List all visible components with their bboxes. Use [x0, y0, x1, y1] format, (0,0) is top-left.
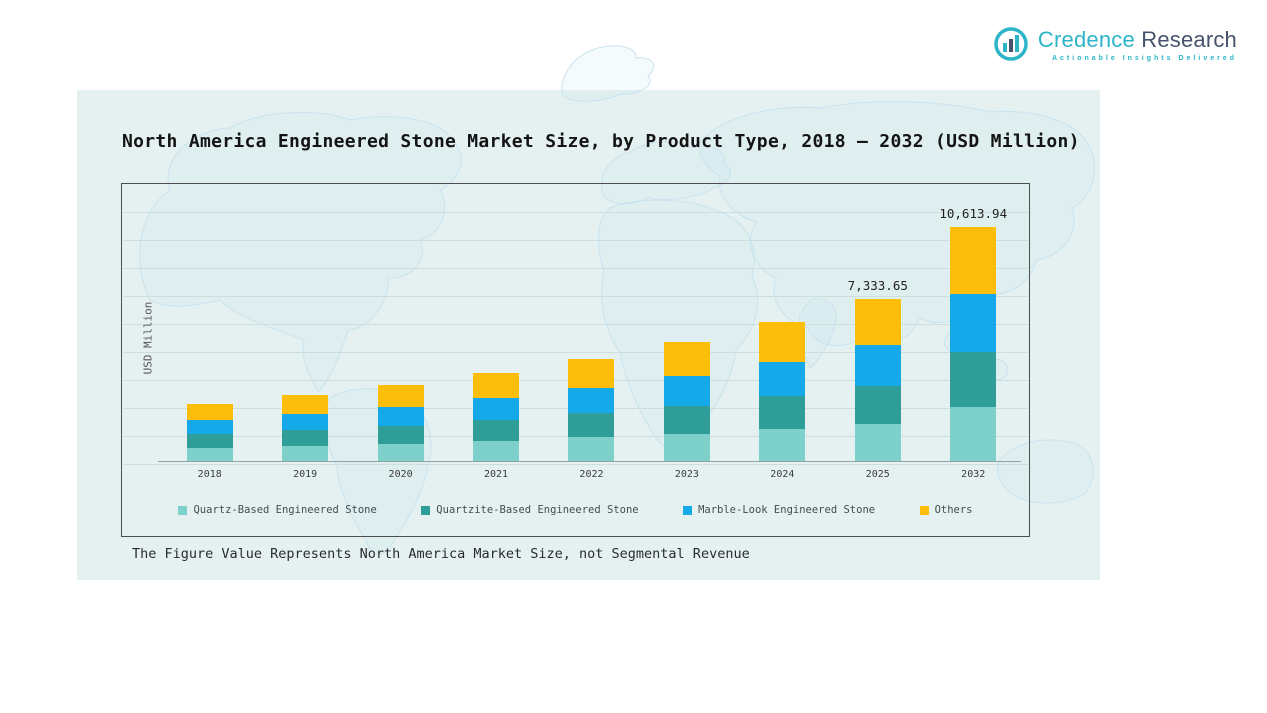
- bar-2022: [568, 358, 615, 461]
- bar-segment: [950, 227, 997, 294]
- bar-segment: [473, 372, 520, 399]
- bar-value-label: 10,613.94: [939, 206, 1008, 222]
- legend-label: Quartz-Based Engineered Stone: [193, 504, 377, 516]
- legend-item: Others: [919, 504, 973, 516]
- bar-segment: [759, 396, 806, 429]
- x-tick-label: 2021: [483, 469, 509, 480]
- bar-segment: [759, 361, 806, 397]
- logo-tagline: Actionable Insights Delivered: [1051, 54, 1237, 62]
- x-tick-label: 2032: [961, 469, 986, 480]
- bar-2023: [663, 341, 710, 461]
- x-axis-line: [158, 461, 1021, 462]
- chart-plot-area: USD Million 7,333.65 10,613.94 2018 2019 20…: [121, 183, 1030, 537]
- x-axis-labels: 2018 2019 2020 2021 2022 2023 2024 2025 2032: [162, 469, 1021, 480]
- bar-segment: [950, 407, 997, 461]
- bar-2021: [473, 372, 520, 461]
- bar-segment: [473, 420, 520, 441]
- bar-segment: [282, 413, 329, 431]
- bar-segment: [568, 358, 615, 388]
- bar-2025: 7,333.65: [848, 278, 908, 461]
- bar-segment: [950, 293, 997, 353]
- x-tick-label: 2025: [865, 469, 890, 480]
- bar-segment: [568, 387, 615, 414]
- chart-title: North America Engineered Stone Market Si…: [122, 131, 1080, 152]
- x-tick-label: 2020: [388, 469, 413, 480]
- logo-brand-primary: Credence: [1037, 26, 1135, 52]
- legend-label: Others: [934, 504, 973, 516]
- y-axis-title: USD Million: [141, 301, 155, 375]
- legend-label: Marble-Look Engineered Stone: [698, 504, 876, 516]
- bar-segment: [663, 375, 710, 406]
- x-tick-label: 2024: [770, 469, 795, 480]
- bars-container: 7,333.65 10,613.94: [162, 198, 1021, 461]
- bar-segment: [568, 413, 615, 438]
- bar-segment: [282, 430, 329, 446]
- bar-segment: [854, 385, 901, 424]
- bar-segment: [950, 352, 997, 408]
- bar-segment: [186, 447, 233, 461]
- bar-segment: [377, 384, 424, 407]
- bar-2020: [377, 384, 424, 461]
- bar-segment: [759, 322, 806, 362]
- x-tick-label: 2022: [579, 469, 604, 480]
- legend-label: Quartzite-Based Engineered Stone: [436, 504, 639, 516]
- legend-swatch: [919, 505, 929, 515]
- bar-segment: [568, 437, 615, 461]
- bar-2024: [759, 322, 806, 461]
- legend-item: Quartzite-Based Engineered Stone: [421, 504, 639, 516]
- bar-segment: [663, 341, 710, 376]
- bar-2032: 10,613.94: [939, 206, 1007, 461]
- bar-value-label: 7,333.65: [847, 278, 908, 294]
- legend: Quartz-Based Engineered Stone Quartzite-B…: [134, 504, 1017, 516]
- x-tick-label: 2019: [293, 469, 318, 480]
- bar-segment: [282, 445, 329, 461]
- legend-item: Quartz-Based Engineered Stone: [178, 504, 377, 516]
- bar-segment: [854, 423, 901, 461]
- bar-segment: [663, 433, 710, 461]
- x-tick-label: 2018: [197, 469, 222, 480]
- bar-segment: [759, 429, 806, 461]
- bar-segment: [854, 345, 901, 386]
- bar-segment: [377, 425, 424, 444]
- bar-segment: [186, 434, 233, 448]
- bar-segment: [663, 405, 710, 434]
- bar-2019: [282, 395, 329, 461]
- bar-segment: [186, 420, 233, 435]
- bar-segment: [473, 440, 520, 461]
- logo-brand-text: Credence Research: [1038, 27, 1237, 53]
- logo-chart-icon: [994, 27, 1028, 61]
- bar-segment: [186, 403, 233, 421]
- legend-item: Marble-Look Engineered Stone: [683, 504, 875, 516]
- bar-segment: [377, 443, 424, 461]
- legend-swatch: [178, 505, 188, 515]
- bar-2018: [186, 403, 233, 461]
- bar-segment: [854, 299, 901, 346]
- credence-research-logo: Credence Research Actionable Insights De…: [993, 26, 1237, 62]
- bar-segment: [377, 406, 424, 426]
- legend-swatch: [421, 505, 431, 515]
- logo-brand-secondary: Research: [1141, 26, 1237, 52]
- bar-segment: [282, 395, 329, 414]
- bar-segment: [473, 398, 520, 421]
- x-tick-label: 2023: [674, 469, 699, 480]
- legend-swatch: [683, 505, 693, 515]
- chart-footnote: The Figure Value Represents North Americ…: [132, 546, 750, 562]
